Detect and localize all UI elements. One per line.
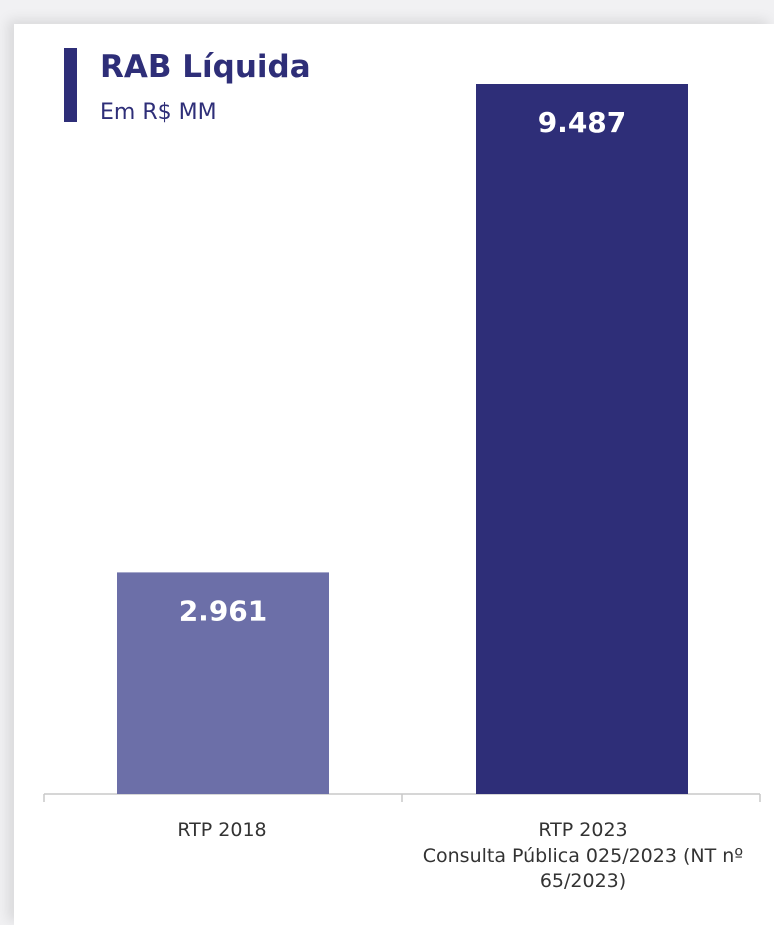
bar-value-label: 2.961 — [179, 594, 268, 627]
bar-rtp-2018 — [117, 572, 329, 794]
category-label-rtp-2018: RTP 2018 — [177, 819, 267, 841]
category-label-rtp-2023: RTP 2023 Consulta Pública 025/2023 (NT nº… — [422, 819, 744, 893]
bar-rtp-2023 — [476, 84, 688, 794]
chart-title: RAB Líquida — [100, 49, 311, 85]
title-accent-bar — [64, 48, 77, 122]
chart-subtitle: Em R$ MM — [100, 100, 217, 125]
bar-value-label: 9.487 — [538, 106, 627, 139]
